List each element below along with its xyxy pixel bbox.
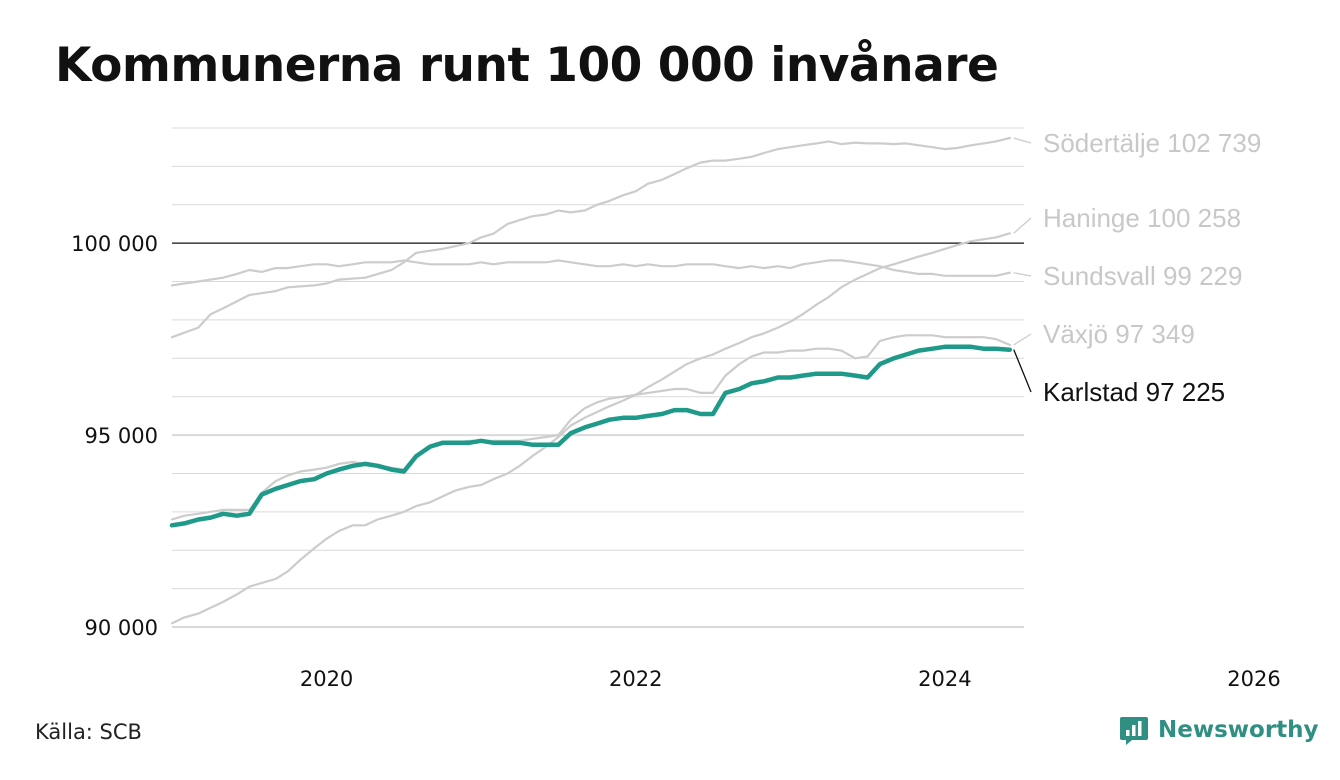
end-label-sundsvall: Sundsvall 99 229 xyxy=(1043,261,1242,291)
leader-line-karlstad xyxy=(1013,349,1032,393)
source-note: Källa: SCB xyxy=(35,720,142,744)
x-tick-label: 2022 xyxy=(609,667,662,691)
axis-labels: 90 000 95 000 100 000 2020 2022 2024 2026 xyxy=(71,232,1281,691)
leader-line-s-dert-lje xyxy=(1013,137,1032,144)
x-tick-label: 2020 xyxy=(300,667,353,691)
series-line-haninge xyxy=(170,232,1011,625)
y-tick-label: 100 000 xyxy=(71,232,158,256)
y-tick-label: 95 000 xyxy=(85,424,158,448)
leader-line-sundsvall xyxy=(1013,272,1032,277)
leader-line-v-xj- xyxy=(1013,333,1032,346)
newsworthy-logo-icon xyxy=(1120,717,1148,745)
leader-line-haninge xyxy=(1013,217,1032,234)
series-line-v-xj- xyxy=(170,334,1011,521)
end-label-karlstad: Karlstad 97 225 xyxy=(1043,377,1225,407)
end-label-v-xj-: Växjö 97 349 xyxy=(1043,319,1195,349)
series-lines xyxy=(169,136,1013,625)
series-line-s-dert-lje xyxy=(170,136,1011,339)
y-tick-label: 90 000 xyxy=(85,616,158,640)
end-label-haninge: Haninge 100 258 xyxy=(1043,203,1241,233)
chart-title: Kommunerna runt 100 000 invånare xyxy=(55,38,999,93)
x-tick-label: 2024 xyxy=(918,667,971,691)
gridlines xyxy=(172,127,1024,628)
series-line-karlstad xyxy=(169,344,1013,528)
x-tick-label: 2026 xyxy=(1227,667,1280,691)
brand-name: Newsworthy xyxy=(1158,717,1319,743)
series-end-labels: Södertälje 102 739 Haninge 100 258 Sundsva… xyxy=(1013,128,1261,407)
brand-logo: Newsworthy xyxy=(1118,714,1319,746)
series-line-sundsvall xyxy=(170,259,1011,287)
end-label-s-dert-lje: Södertälje 102 739 xyxy=(1043,128,1261,158)
